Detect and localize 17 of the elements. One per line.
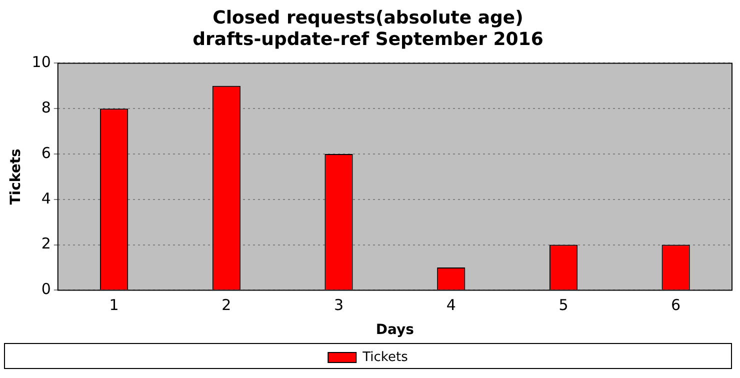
y-tick-label: 4 [41, 189, 51, 208]
y-axis-title: Tickets [8, 148, 24, 205]
x-tick-label: 3 [334, 296, 344, 314]
x-axis-title: Days [376, 322, 414, 338]
x-tick-label: 2 [222, 296, 232, 314]
y-tick-label: 8 [41, 98, 51, 116]
chart-title: Closed requests(absolute age) [212, 7, 524, 28]
x-tick-label: 4 [446, 296, 456, 314]
legend-label: Tickets [362, 350, 408, 365]
x-tick-label: 5 [558, 296, 568, 314]
x-tick-label: 1 [109, 296, 119, 314]
y-tick-label: 2 [41, 234, 51, 253]
y-tick-label: 0 [41, 280, 51, 298]
chart-subtitle: drafts-update-ref September 2016 [192, 29, 544, 50]
y-tick-label: 10 [32, 53, 51, 72]
x-tick-label: 6 [671, 296, 681, 314]
y-tick-label: 6 [41, 144, 51, 162]
